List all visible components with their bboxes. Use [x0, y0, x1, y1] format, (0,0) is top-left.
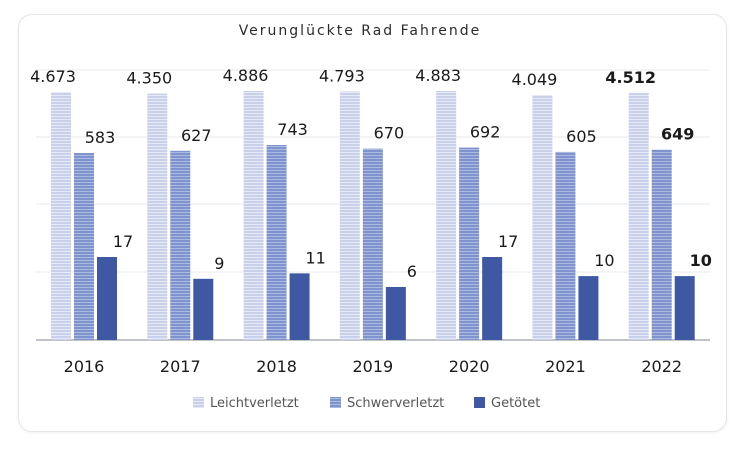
- bar-leichtverletzt-2016: [51, 92, 71, 341]
- value-label-getoetet-2018: 11: [305, 248, 325, 267]
- bar-schwerverletzt-2016: [74, 153, 94, 340]
- chart-title: Verunglückte Rad Fahrende: [239, 23, 482, 39]
- bar-getoetet-2020: [482, 257, 503, 340]
- value-label-getoetet-2019: 6: [407, 262, 417, 281]
- value-label-getoetet-2017: 9: [214, 254, 224, 273]
- category-label-2017: 2017: [160, 357, 201, 376]
- value-label-schwerverletzt-2017: 627: [181, 126, 212, 145]
- category-labels: 2016 2017 2018 2019 2020 2021 2022: [64, 357, 682, 376]
- bar-leichtverletzt-2019: [339, 91, 360, 340]
- legend-label-schwerverletzt: Schwerverletzt: [347, 396, 444, 411]
- category-label-2020: 2020: [449, 357, 490, 376]
- value-label-schwerverletzt-2019: 670: [374, 124, 405, 143]
- value-label-leichtverletzt-2016: 4.673: [30, 67, 76, 86]
- value-label-schwerverletzt-2016: 583: [85, 128, 116, 147]
- category-label-2019: 2019: [352, 357, 393, 376]
- value-label-leichtverletzt-2018: 4.886: [223, 66, 269, 85]
- value-label-getoetet-2022: 10: [690, 251, 712, 270]
- category-label-2022: 2022: [641, 357, 682, 376]
- bar-schwerverletzt-2021: [555, 151, 576, 340]
- value-label-leichtverletzt-2019: 4.793: [319, 66, 365, 85]
- bar-leichtverletzt-2017: [147, 93, 168, 341]
- bar-getoetet-2017: [193, 278, 214, 340]
- value-label-getoetet-2021: 10: [594, 251, 614, 270]
- legend-label-getoetet: Getötet: [491, 396, 540, 411]
- value-label-schwerverletzt-2021: 605: [566, 127, 597, 146]
- value-label-getoetet-2016: 17: [113, 232, 133, 251]
- value-label-leichtverletzt-2020: 4.883: [415, 66, 461, 85]
- bar-leichtverletzt-2021: [532, 95, 553, 340]
- value-label-schwerverletzt-2020: 692: [470, 123, 501, 142]
- bar-getoetet-2018: [289, 273, 310, 340]
- value-label-leichtverletzt-2022: 4.512: [605, 68, 656, 87]
- legend-label-leichtverletzt: Leichtverletzt: [210, 396, 299, 411]
- bar-schwerverletzt-2018: [266, 145, 287, 340]
- category-label-2016: 2016: [64, 357, 105, 376]
- bar-leichtverletzt-2022: [628, 92, 649, 340]
- legend-swatch-schwerverletzt: [330, 397, 341, 408]
- bar-getoetet-2022: [674, 276, 695, 340]
- value-labels: 4.673 583 17 4.350 627 9 4.886 743 11 4.793 670 6 4.…: [30, 66, 712, 281]
- bar-leichtverletzt-2020: [436, 91, 457, 340]
- value-label-schwerverletzt-2018: 743: [277, 120, 308, 139]
- bar-schwerverletzt-2017: [170, 150, 191, 340]
- value-label-leichtverletzt-2021: 4.049: [512, 70, 558, 89]
- bar-schwerverletzt-2022: [651, 149, 672, 340]
- bar-getoetet-2021: [578, 276, 599, 340]
- category-label-2018: 2018: [256, 357, 297, 376]
- bar-getoetet-2016: [97, 257, 117, 340]
- bars: [51, 91, 695, 341]
- value-label-schwerverletzt-2022: 649: [661, 125, 694, 144]
- category-label-2021: 2021: [545, 357, 586, 376]
- value-label-getoetet-2020: 17: [498, 232, 518, 251]
- legend: Leichtverletzt Schwerverletzt Getötet: [193, 396, 540, 411]
- legend-swatch-leichtverletzt: [193, 397, 204, 408]
- bar-getoetet-2019: [385, 287, 406, 340]
- bar-leichtverletzt-2018: [243, 91, 264, 340]
- bar-schwerverletzt-2020: [459, 147, 480, 340]
- legend-swatch-getoetet: [474, 397, 485, 408]
- value-label-leichtverletzt-2017: 4.350: [126, 69, 172, 88]
- bar-schwerverletzt-2019: [362, 148, 383, 340]
